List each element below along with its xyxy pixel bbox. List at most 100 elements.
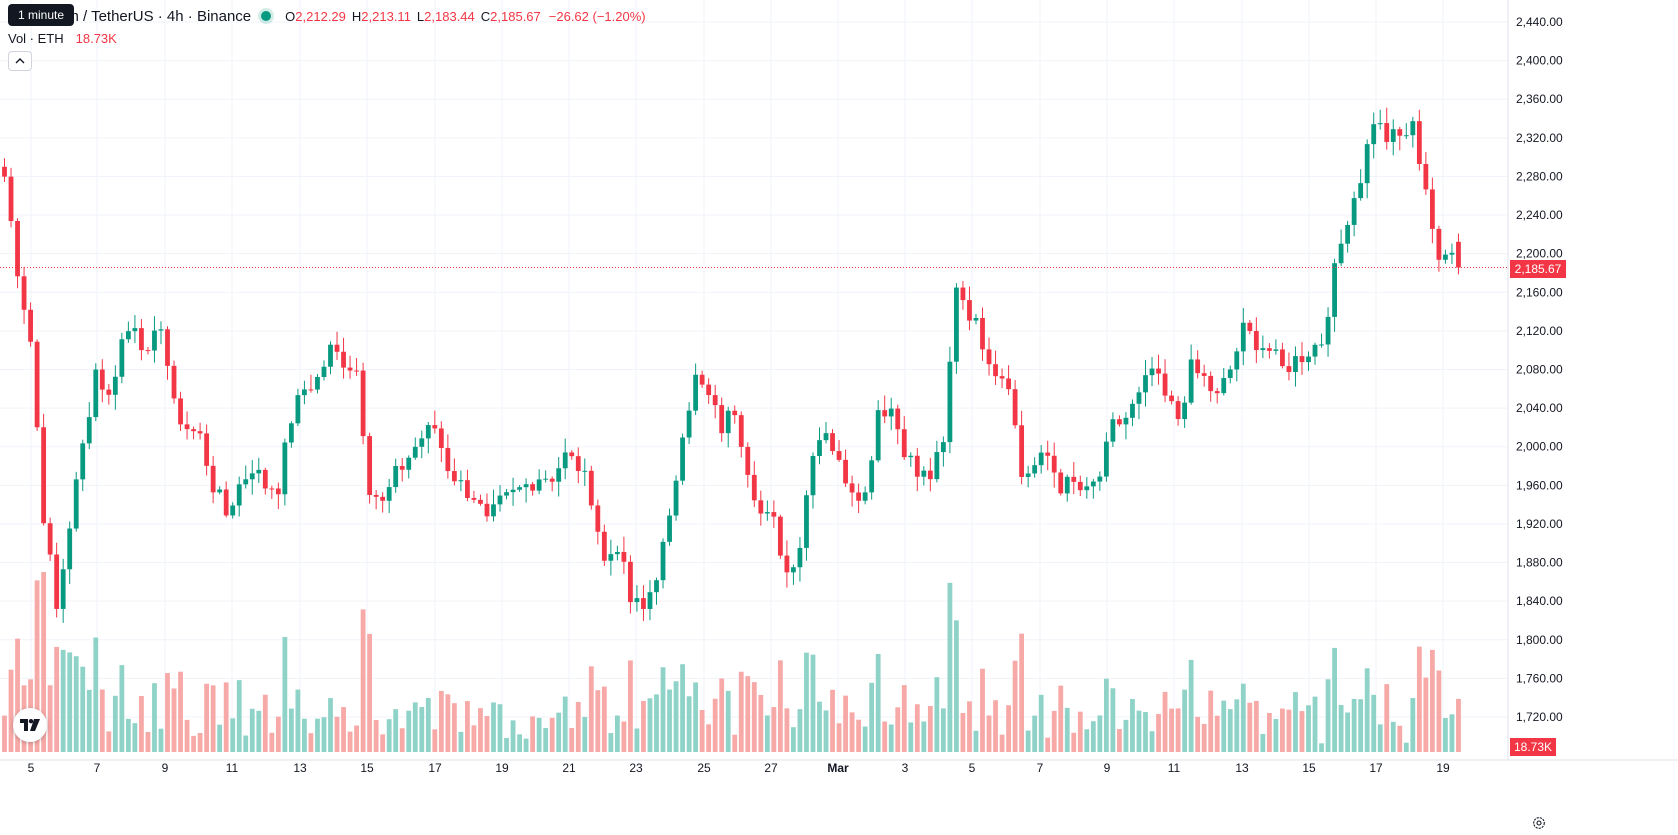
candle-body [93,369,99,418]
volume-bar [34,580,40,752]
open-label: O [285,8,296,24]
candle-body [1214,391,1220,394]
candle-body [119,339,125,377]
candle-body [647,592,653,609]
volume-bar [445,694,451,752]
candle-body [667,515,672,542]
candle-body [1390,129,1396,142]
volume-bar [888,724,894,752]
candle-body [471,497,477,500]
candle-body [830,433,835,452]
volume-bar [849,712,855,752]
volume-bar [817,701,822,752]
volume-bar [908,722,914,752]
volume-bar [1403,742,1409,752]
volume-bar [549,717,555,752]
candle-body [706,384,712,396]
candle-body [1325,316,1331,345]
candle-body [341,351,346,368]
price-tick-label: 2,000.00 [1516,440,1563,454]
volume-bar [458,731,464,752]
candle-body [973,317,979,321]
volume-bar [308,733,314,752]
volume-bar [2,715,7,752]
candle-body [1416,121,1422,164]
chart-settings-button[interactable] [1528,812,1550,834]
volume-bar [712,698,718,752]
volume-bar [497,704,503,752]
close-label: C [480,8,491,24]
volume-bar [973,730,979,752]
candle-body [517,487,522,490]
volume-bar [1377,724,1383,752]
volume-bar [1038,694,1044,752]
volume-bar [1325,679,1331,752]
volume-bar [999,734,1005,752]
volume-bar [1319,743,1324,752]
candle-body [549,478,555,482]
candle-body [641,598,646,609]
candle-body [967,300,972,321]
candle-body [719,405,725,434]
volume-bar [725,690,731,752]
volume-bar [1410,698,1416,752]
volume-bar [425,697,431,752]
volume-bar [614,715,620,752]
volume-bar [1064,707,1070,752]
volume-bar [1051,710,1057,752]
price-tick-label: 1,920.00 [1516,517,1563,531]
candle-body [804,495,809,548]
candle-body [895,408,901,430]
volume-bar [1227,709,1233,752]
volume-bar [680,664,685,752]
candle-body [1319,344,1324,346]
time-axis[interactable]: 5 7 9 11 13 15 17 19 21 23 25 27 Mar 3 5 7 9 11 13 15 17 19 [0,759,1678,775]
candle-body [41,427,47,524]
volume-bar [262,694,268,752]
volume-bar [54,646,60,752]
volume-label[interactable]: Vol · ETH [8,31,64,46]
volume-bar [510,720,516,752]
candle-body [438,428,444,449]
symbol-title[interactable]: um / TetherUS · 4h · Binance [58,7,252,25]
candle-body [1012,389,1018,426]
volume-bar [139,696,144,752]
collapse-legend-button[interactable] [8,51,32,71]
candle-body [960,287,966,301]
candle-body [308,389,314,391]
candle-body [536,479,542,491]
tradingview-logo-icon[interactable] [13,708,47,742]
candle-body [660,541,666,581]
candle-body [1019,425,1025,477]
candle-body [1312,344,1318,357]
candle-body [797,547,803,568]
candle-body [1032,465,1038,474]
time-tick-label: 11 [1168,761,1181,775]
volume-bar [1188,659,1194,752]
candle-body [458,480,464,482]
volume-bar [125,718,131,752]
volume-bar [47,685,53,752]
candle-body [1449,252,1455,255]
volume-bar [647,698,653,752]
volume-bar [758,694,764,752]
candle-body [249,473,255,480]
volume-bar [1077,711,1083,752]
candle-body [725,410,731,434]
candle-body [947,361,953,443]
price-axis[interactable]: 2,440.00 2,400.00 2,360.00 2,320.00 2,280.00… [1507,0,1563,760]
candle-body [334,344,340,352]
volume-bar [641,700,646,752]
volume-bar [282,636,288,752]
candle-body [1403,135,1409,137]
volume-bar [1371,694,1377,752]
candle-body [1097,476,1103,482]
volume-bar [1247,702,1253,752]
candle-body [601,531,607,561]
time-tick-label: 5 [969,761,976,775]
price-tick-label: 2,360.00 [1516,92,1563,106]
candle-body [954,287,959,362]
time-tick-label: 21 [562,761,576,775]
low-label: L [416,8,425,24]
